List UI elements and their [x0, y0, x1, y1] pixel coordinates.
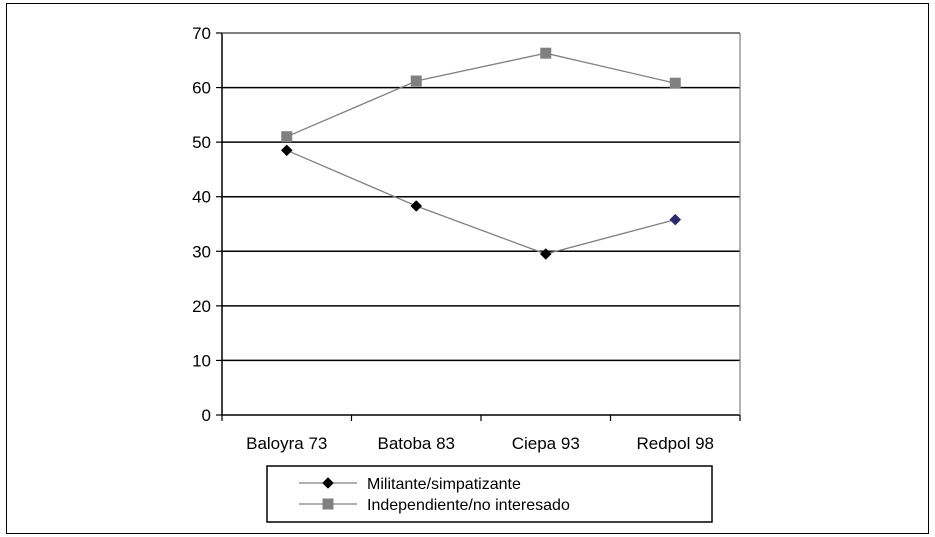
- series-2: [281, 47, 681, 143]
- series-line: [286, 52, 676, 138]
- y-axis-ticks: 0 10 20 30 40 50 60 70: [192, 24, 222, 425]
- series-1: [280, 144, 682, 260]
- x-tick-label: Ciepa 93: [512, 434, 580, 453]
- data-point: [280, 144, 293, 157]
- y-tick-label: 60: [192, 79, 211, 98]
- data-point: [669, 77, 681, 89]
- series-line: [286, 149, 676, 255]
- legend-box: [266, 465, 713, 523]
- data-point: [410, 200, 423, 212]
- series-layer: [280, 47, 682, 260]
- y-tick-label: 20: [192, 297, 211, 316]
- data-point: [540, 47, 552, 59]
- line-chart: 0 10 20 30 40 50 60 70 Baloyra 73 Batoba 83 Ciepa…: [192, 24, 741, 523]
- legend-label: Independiente/no interesado: [367, 497, 570, 514]
- axes: [221, 32, 741, 416]
- y-tick-label: 0: [202, 406, 211, 425]
- x-axis-ticks: Baloyra 73 Batoba 83 Ciepa 93 Redpol 98: [221, 415, 741, 453]
- data-point: [410, 75, 422, 87]
- x-tick-label: Batoba 83: [377, 434, 455, 453]
- gridlines: [222, 32, 740, 362]
- legend-marker: [322, 477, 334, 489]
- chart-frame: 0 10 20 30 40 50 60 70 Baloyra 73 Batoba 83 Ciepa…: [6, 3, 929, 534]
- y-tick-label: 10: [192, 351, 211, 370]
- data-point: [281, 131, 293, 143]
- x-tick-label: Baloyra 73: [246, 434, 327, 453]
- y-tick-label: 30: [192, 242, 211, 261]
- y-tick-label: 50: [192, 133, 211, 152]
- y-tick-label: 40: [192, 188, 211, 207]
- y-tick-label: 70: [192, 24, 211, 43]
- data-point: [669, 213, 682, 226]
- legend-label: Militante/simpatizante: [367, 476, 521, 493]
- legend-marker: [322, 498, 334, 510]
- x-tick-label: Redpol 98: [636, 434, 714, 453]
- data-point: [539, 248, 552, 260]
- legend: Militante/simpatizante Independiente/no i…: [266, 465, 713, 523]
